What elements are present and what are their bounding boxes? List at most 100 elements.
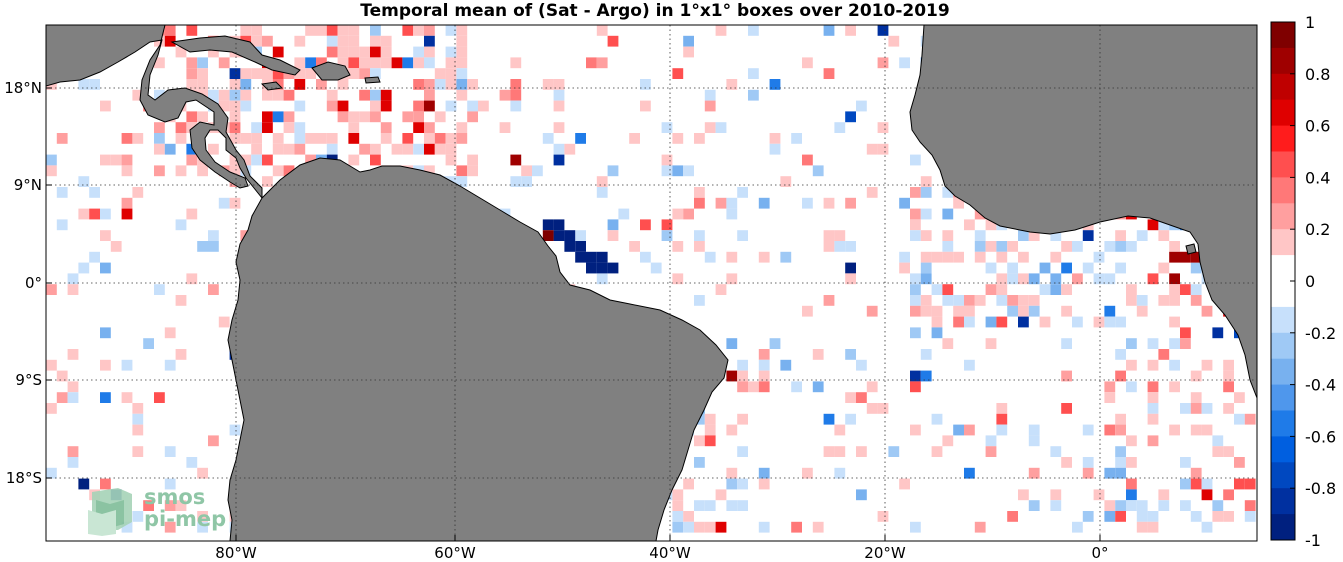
anomaly-cell [726, 273, 738, 285]
anomaly-cell [920, 349, 932, 360]
anomaly-cell [1180, 478, 1191, 490]
lat-label-0: 0° [25, 274, 42, 292]
anomaly-cell [1115, 511, 1126, 522]
anomaly-cell [229, 154, 241, 166]
anomaly-cell [758, 349, 770, 360]
anomaly-cell [877, 25, 889, 36]
anomaly-cell [305, 133, 316, 144]
anomaly-cell [413, 25, 424, 36]
anomaly-cell [1018, 251, 1029, 263]
anomaly-cell [402, 25, 414, 36]
anomaly-cell [920, 187, 932, 198]
anomaly-cell [910, 370, 921, 382]
anomaly-cell [726, 424, 738, 436]
anomaly-cell [629, 241, 640, 252]
anomaly-cell [1007, 511, 1018, 522]
colorbar-swatch [1271, 332, 1295, 360]
anomaly-cell [802, 154, 813, 166]
anomaly-cell [1169, 295, 1180, 306]
anomaly-cell [272, 165, 284, 177]
logo-text-smos: smos [144, 485, 205, 509]
anomaly-cell [910, 230, 921, 241]
colorbar-swatch [1271, 384, 1295, 411]
anomaly-cell [143, 500, 154, 511]
anomaly-cell [251, 143, 262, 155]
anomaly-cell [251, 25, 262, 36]
anomaly-cell [186, 154, 198, 166]
anomaly-cell [996, 273, 1008, 285]
anomaly-cell [769, 338, 781, 349]
anomaly-cell [208, 230, 219, 241]
anomaly-cell [1158, 295, 1170, 306]
anomaly-cell [964, 316, 975, 328]
anomaly-cell [1126, 500, 1137, 511]
anomaly-cell [1028, 467, 1040, 479]
anomaly-cell [910, 424, 921, 436]
colorbar-tick-label: 0.8 [1305, 65, 1330, 84]
anomaly-cell [1190, 392, 1202, 403]
anomaly-cell [110, 241, 122, 252]
anomaly-cell [326, 89, 338, 101]
anomaly-cell [164, 143, 176, 155]
anomaly-cell [154, 165, 165, 177]
anomaly-cell [359, 111, 370, 123]
anomaly-cell [694, 133, 705, 144]
anomaly-cell [823, 241, 835, 252]
anomaly-cell [910, 219, 921, 231]
anomaly-cell [1190, 478, 1202, 490]
anomaly-cell [715, 25, 727, 36]
anomaly-cell [186, 143, 198, 155]
anomaly-cell [683, 46, 694, 58]
lat-label-9n: 9°N [14, 176, 42, 194]
anomaly-cell [326, 133, 338, 144]
anomaly-cell [100, 262, 111, 274]
anomaly-cell [1115, 467, 1126, 479]
anomaly-cell [845, 241, 856, 252]
anomaly-cell [197, 467, 208, 479]
anomaly-cell [899, 478, 910, 490]
anomaly-cell [1244, 413, 1256, 425]
anomaly-cell [618, 208, 630, 220]
anomaly-cell [748, 25, 759, 36]
anomaly-cell [1158, 500, 1170, 511]
anomaly-cell [1147, 338, 1159, 349]
anomaly-cell [640, 219, 651, 231]
anomaly-cell [121, 392, 133, 403]
anomaly-cell [499, 89, 511, 101]
anomaly-cell [326, 143, 338, 155]
anomaly-cell [100, 154, 111, 166]
colorbar-swatch [1271, 177, 1295, 204]
anomaly-cell [348, 68, 360, 79]
anomaly-cell [413, 111, 424, 123]
anomaly-cell [1201, 424, 1213, 436]
anomaly-cell [791, 133, 802, 144]
anomaly-cell [413, 57, 424, 69]
anomaly-cell [240, 79, 252, 90]
anomaly-cell [1147, 435, 1159, 447]
anomaly-cell [834, 122, 846, 133]
anomaly-cell [672, 68, 684, 79]
lon-label-40w: 40°W [649, 544, 691, 562]
anomaly-cell [100, 100, 111, 112]
anomaly-cell [1050, 273, 1062, 285]
anomaly-cell [726, 370, 738, 382]
anomaly-cell [1126, 359, 1137, 371]
anomaly-cell [812, 349, 824, 360]
anomaly-cell [132, 89, 144, 101]
anomaly-cell [866, 187, 878, 198]
anomaly-cell [370, 25, 381, 36]
anomaly-cell [1223, 359, 1234, 371]
anomaly-cell [1212, 446, 1224, 457]
anomaly-cell [1201, 403, 1213, 414]
anomaly-cell [1050, 489, 1062, 501]
anomaly-cell [456, 46, 468, 58]
anomaly-cell [920, 208, 932, 220]
anomaly-cell [964, 424, 975, 436]
anomaly-cell [1223, 489, 1234, 501]
anomaly-cell [672, 489, 684, 501]
anomaly-cell [672, 500, 684, 511]
anomaly-cell [726, 338, 738, 349]
anomaly-cell [154, 89, 165, 101]
anomaly-cell [1136, 521, 1148, 533]
anomaly-cell [823, 197, 835, 209]
